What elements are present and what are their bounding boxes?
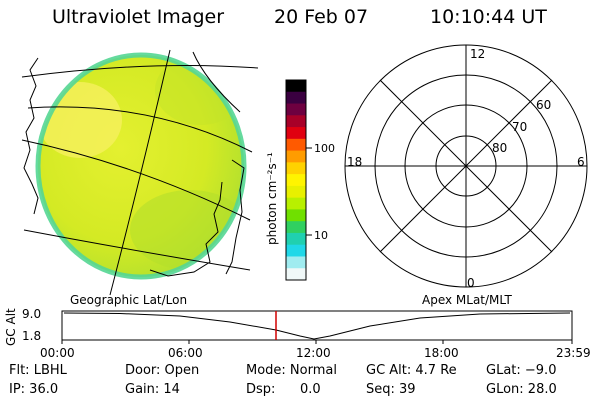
time-label: 10:10:44 UT: [430, 6, 547, 28]
geographic-grid: [21, 49, 259, 296]
colorbar-frame: [285, 79, 307, 281]
mlt-label-12: 12: [470, 47, 485, 61]
seq-info: Seq: 39: [366, 382, 416, 397]
date-label: 20 Feb 07: [274, 6, 369, 28]
colorbar-segment: [286, 268, 306, 281]
polar-grid: [344, 44, 588, 288]
geographic-caption: Geographic Lat/Lon: [70, 293, 187, 307]
disk-rim: [35, 52, 247, 280]
longitude-line: [109, 49, 171, 296]
geographic-image-panel: [21, 49, 259, 296]
colorbar-segment: [286, 174, 306, 187]
altitude-xtick-0000: 00:00: [40, 346, 75, 360]
colorbar-tick-label-100: 100: [314, 142, 335, 155]
altitude-xtick-1200: 12:00: [296, 346, 331, 360]
mlt-label-6: 6: [577, 155, 585, 169]
colorbar-segment: [286, 150, 306, 163]
dsp-value: 0.0: [300, 382, 321, 397]
apex-caption: Apex MLat/MLT: [422, 293, 512, 307]
altitude-xtick-2359: 23:59: [556, 346, 591, 360]
colorbar-segment: [286, 91, 306, 105]
glat-info: GLat: −9.0: [486, 363, 557, 378]
coastlines: [23, 57, 245, 277]
latitude-line: [23, 229, 251, 271]
instrument-title: Ultraviolet Imager: [52, 6, 225, 28]
altitude-ytick-1.8: 1.8: [22, 329, 41, 343]
colorbar-segment: [286, 185, 306, 199]
colorbar-segment: [286, 209, 306, 222]
filter-info: Flt: LBHL: [9, 363, 67, 378]
mlat-label-70: 70: [512, 120, 527, 134]
mlat-label-60: 60: [536, 98, 551, 112]
coastline-west: [23, 57, 39, 215]
mlt-label-18: 18: [347, 155, 362, 169]
colorbar-unit-label: photon cm⁻²s⁻¹: [265, 152, 279, 245]
colorbar-segment: [286, 103, 306, 116]
latitude-line: [21, 139, 251, 221]
colorbar-segment: [286, 138, 306, 152]
coastline-east: [149, 181, 223, 277]
polar-labels: 12 18 6 0 60 70 80: [347, 47, 585, 290]
colorbar-segment: [286, 221, 306, 234]
colorbar-segment: [286, 244, 306, 257]
mode-info: Mode: Normal: [246, 363, 337, 378]
gain-info: Gain: 14: [125, 382, 180, 397]
altitude-plot: 9.0 1.8 GC Alt 00:00 06:00 12:00 18:00 2…: [4, 307, 591, 360]
colorbar-segment: [286, 162, 306, 175]
altitude-curve: [63, 312, 571, 340]
colorbar-segment: [286, 232, 306, 246]
altitude-ylabel: GC Alt: [4, 308, 18, 346]
altitude-xtick-0600: 06:00: [168, 346, 203, 360]
mlt-diagonal: [379, 79, 553, 253]
colorbar-segment: [286, 256, 306, 269]
gc-alt-info: GC Alt: 4.7 Re: [366, 363, 457, 378]
latitude-line: [27, 106, 253, 153]
glon-info: GLon: 28.0: [486, 382, 557, 397]
altitude-xtick-1800: 18:00: [424, 346, 459, 360]
dim-emission-region: [130, 190, 244, 270]
altitude-ytick-9: 9.0: [22, 307, 41, 321]
altitude-plot-frame: [61, 310, 573, 341]
colorbar-segment: [286, 127, 306, 140]
colorbar-tick-label-10: 10: [314, 229, 328, 242]
colorbar-segment: [286, 80, 306, 93]
dsp-label: Dsp:: [246, 382, 276, 397]
altitude-x-ticks: [61, 340, 573, 344]
mlt-label-0: 0: [467, 276, 475, 290]
coastline-far-east: [225, 159, 245, 275]
ip-info: IP: 36.0: [9, 382, 59, 397]
colorbar: [286, 80, 306, 281]
longitude-line: [192, 51, 241, 113]
latitude-line: [21, 64, 259, 78]
colorbar-segment: [286, 115, 306, 128]
colorbar-ticks: [306, 147, 312, 236]
mlat-label-80: 80: [492, 141, 507, 155]
door-info: Door: Open: [125, 363, 200, 378]
colorbar-segment: [286, 197, 306, 210]
